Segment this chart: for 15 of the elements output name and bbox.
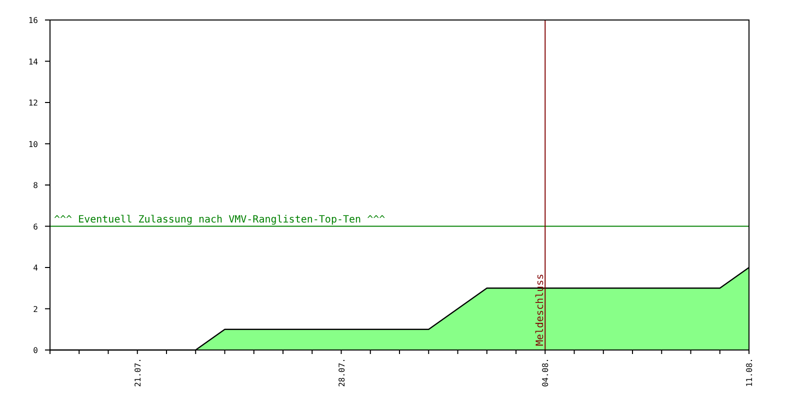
ref-line-label: ^^^ Eventuell Zulassung nach VMV-Ranglisten-Top-Ten ^^^ [54, 214, 386, 226]
y-tick-label: 8 [33, 181, 38, 190]
y-tick-label: 4 [33, 264, 38, 272]
x-tick-label: 21.07. [133, 358, 142, 387]
y-tick-label: 10 [28, 140, 38, 149]
y-tick-label: 0 [33, 346, 38, 355]
y-tick-label: 16 [28, 16, 38, 25]
x-tick-label: 11.08. [745, 358, 754, 387]
y-tick-label: 2 [33, 304, 38, 314]
y-tick-label: 12 [28, 98, 38, 108]
ref-line-label: Meldeschluss [535, 274, 546, 346]
y-tick-label: 14 [28, 57, 38, 66]
x-tick-label: 28.07. [337, 358, 346, 387]
x-tick-label: 04.08. [541, 358, 550, 387]
y-tick-label: 6 [33, 222, 38, 232]
